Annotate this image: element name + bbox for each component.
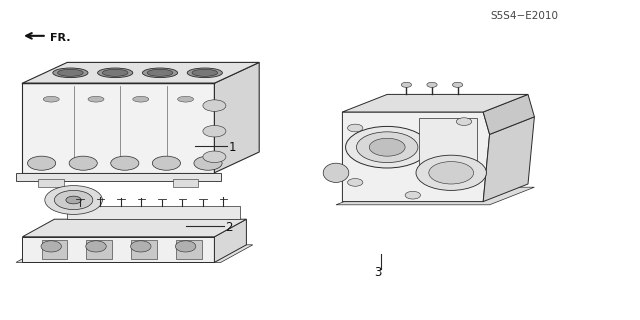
Ellipse shape bbox=[175, 241, 196, 252]
Ellipse shape bbox=[147, 69, 173, 76]
Circle shape bbox=[429, 162, 474, 184]
Ellipse shape bbox=[192, 69, 218, 76]
Circle shape bbox=[401, 82, 412, 87]
Ellipse shape bbox=[102, 69, 128, 76]
Polygon shape bbox=[22, 83, 214, 173]
Polygon shape bbox=[419, 118, 477, 170]
Circle shape bbox=[348, 179, 363, 186]
Ellipse shape bbox=[323, 163, 349, 182]
Circle shape bbox=[152, 156, 180, 170]
Circle shape bbox=[369, 138, 405, 156]
Polygon shape bbox=[342, 94, 528, 112]
Ellipse shape bbox=[88, 96, 104, 102]
Circle shape bbox=[427, 82, 437, 87]
Circle shape bbox=[69, 156, 97, 170]
Circle shape bbox=[452, 82, 463, 87]
Text: 2: 2 bbox=[225, 221, 233, 234]
Polygon shape bbox=[483, 117, 534, 202]
Circle shape bbox=[416, 155, 486, 190]
Polygon shape bbox=[214, 219, 246, 262]
Ellipse shape bbox=[143, 68, 178, 78]
Ellipse shape bbox=[53, 68, 88, 78]
Polygon shape bbox=[42, 240, 67, 259]
Circle shape bbox=[203, 100, 226, 111]
Polygon shape bbox=[214, 62, 259, 173]
Polygon shape bbox=[336, 187, 534, 205]
Polygon shape bbox=[22, 219, 246, 237]
Polygon shape bbox=[38, 179, 64, 187]
Polygon shape bbox=[173, 179, 198, 187]
Text: 1: 1 bbox=[228, 141, 236, 154]
Polygon shape bbox=[342, 112, 490, 202]
Polygon shape bbox=[16, 173, 221, 181]
Ellipse shape bbox=[178, 96, 194, 102]
Ellipse shape bbox=[188, 68, 223, 78]
Polygon shape bbox=[67, 206, 240, 219]
Polygon shape bbox=[22, 62, 259, 83]
Text: FR.: FR. bbox=[50, 33, 70, 43]
Circle shape bbox=[54, 190, 93, 210]
Polygon shape bbox=[86, 240, 112, 259]
Ellipse shape bbox=[131, 241, 151, 252]
Ellipse shape bbox=[41, 241, 61, 252]
Circle shape bbox=[45, 186, 102, 214]
Ellipse shape bbox=[44, 96, 60, 102]
Polygon shape bbox=[16, 245, 253, 262]
Polygon shape bbox=[22, 237, 214, 262]
Text: S5S4−E2010: S5S4−E2010 bbox=[491, 11, 559, 21]
Circle shape bbox=[66, 196, 81, 204]
Circle shape bbox=[203, 151, 226, 163]
Circle shape bbox=[28, 156, 56, 170]
Text: 3: 3 bbox=[374, 266, 382, 279]
Circle shape bbox=[405, 191, 420, 199]
Polygon shape bbox=[176, 240, 202, 259]
Circle shape bbox=[111, 156, 139, 170]
Ellipse shape bbox=[58, 69, 83, 76]
Circle shape bbox=[348, 124, 363, 132]
Circle shape bbox=[356, 132, 418, 163]
Circle shape bbox=[203, 125, 226, 137]
Polygon shape bbox=[131, 240, 157, 259]
Circle shape bbox=[456, 118, 472, 125]
Ellipse shape bbox=[86, 241, 106, 252]
Circle shape bbox=[346, 126, 429, 168]
Polygon shape bbox=[483, 94, 534, 134]
Ellipse shape bbox=[133, 96, 149, 102]
Ellipse shape bbox=[98, 68, 133, 78]
Circle shape bbox=[194, 156, 222, 170]
